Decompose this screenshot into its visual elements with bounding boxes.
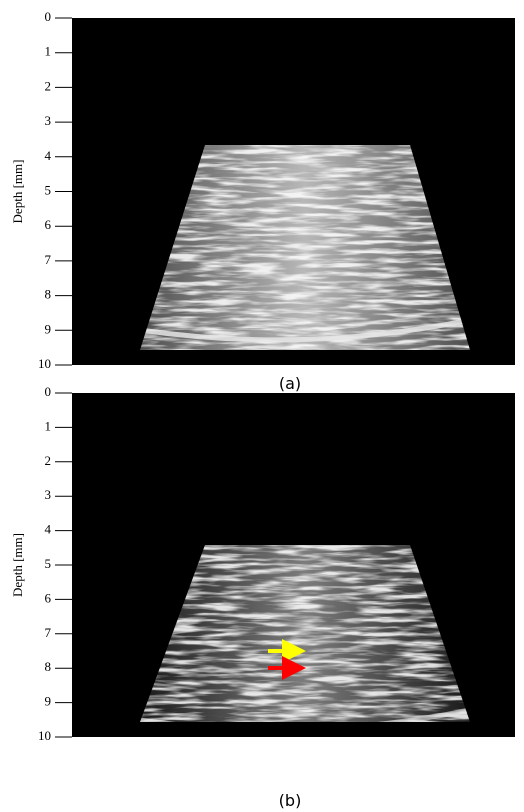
y-axis-label: Depth [mm] [10, 533, 25, 597]
y-tick-label: 0 [45, 9, 52, 24]
y-tick-label: 10 [38, 356, 51, 371]
y-tick-label: 10 [38, 728, 51, 743]
y-tick-label: 7 [45, 625, 52, 640]
fan [140, 545, 470, 722]
panel: 0 1 2 3 4 5 6 7 8 9 10 Depth [mm] (a) [10, 9, 515, 393]
bottom-echo [140, 707, 470, 722]
y-tick-label: 4 [45, 522, 52, 537]
y-tick-label: 8 [45, 287, 52, 302]
y-tick-label: 0 [45, 384, 52, 399]
y-tick-label: 8 [45, 659, 52, 674]
y-tick-label: 1 [45, 44, 52, 59]
y-tick-label: 5 [45, 556, 52, 571]
y-tick-label: 3 [45, 113, 52, 128]
y-tick-label: 6 [45, 590, 52, 605]
speckle [140, 145, 470, 350]
y-tick-label: 2 [45, 78, 52, 93]
y-tick-label: 5 [45, 182, 52, 197]
y-tick-label: 6 [45, 217, 52, 232]
bottom-echo [140, 317, 470, 343]
caption: (b) [279, 791, 302, 810]
y-axis-label: Depth [mm] [10, 160, 25, 224]
y-tick-label: 4 [45, 148, 52, 163]
caption: (a) [279, 374, 301, 393]
y-tick-label: 7 [45, 252, 52, 267]
fan [140, 145, 470, 350]
y-tick-label: 9 [45, 321, 52, 336]
speckle [140, 545, 470, 722]
panel: 0 1 2 3 4 5 6 7 8 9 10 Depth [mm] (b) [10, 384, 515, 810]
y-tick-label: 1 [45, 418, 52, 433]
y-tick-label: 9 [45, 694, 52, 709]
y-tick-label: 2 [45, 453, 52, 468]
y-tick-label: 3 [45, 487, 52, 502]
